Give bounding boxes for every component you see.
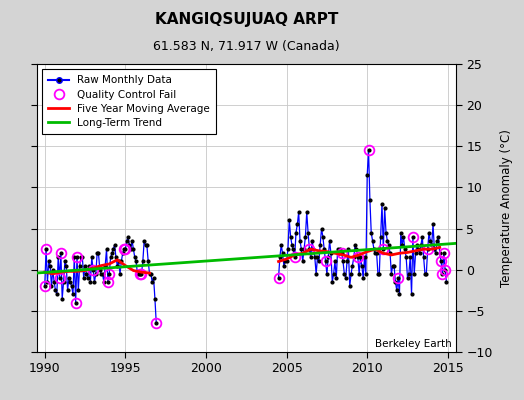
Legend: Raw Monthly Data, Quality Control Fail, Five Year Moving Average, Long-Term Tren: Raw Monthly Data, Quality Control Fail, …	[42, 69, 216, 134]
Text: 61.583 N, 71.917 W (Canada): 61.583 N, 71.917 W (Canada)	[153, 40, 340, 53]
Text: Berkeley Earth: Berkeley Earth	[375, 339, 452, 349]
Text: KANGIQSUJUAQ ARPT: KANGIQSUJUAQ ARPT	[155, 12, 338, 27]
Y-axis label: Temperature Anomaly (°C): Temperature Anomaly (°C)	[499, 129, 512, 287]
